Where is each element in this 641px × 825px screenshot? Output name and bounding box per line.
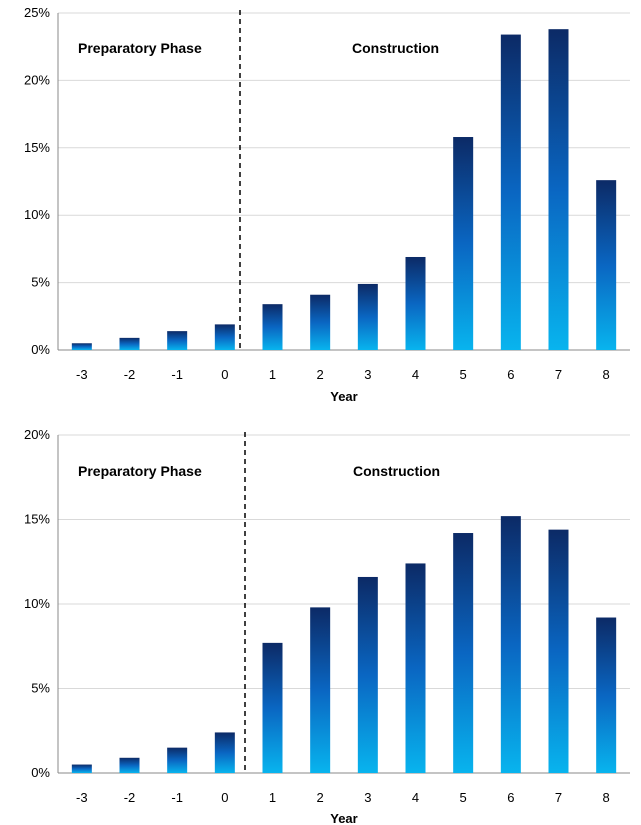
y-tick-label: 10% xyxy=(24,207,50,222)
x-tick-label: 1 xyxy=(269,367,276,382)
y-tick-label: 5% xyxy=(31,681,50,696)
chart-top: 0% 5% 10% 15% 20% 25% -3 -2 -1 0 1 2 3 4 5 6 7 8 Preparato… xyxy=(24,5,630,404)
bar xyxy=(500,516,521,773)
x-tick-label: 6 xyxy=(507,790,514,805)
bar xyxy=(596,617,617,773)
x-tick-label: -1 xyxy=(171,790,183,805)
construction-label: Construction xyxy=(353,463,440,479)
bar xyxy=(310,294,331,350)
x-tick-label: 7 xyxy=(555,790,562,805)
x-tick-label: 3 xyxy=(364,790,371,805)
bar xyxy=(167,331,188,350)
bar xyxy=(357,576,378,773)
bar xyxy=(262,642,283,773)
x-tick-label: 5 xyxy=(460,790,467,805)
bar xyxy=(453,533,474,773)
bar xyxy=(167,747,188,773)
bar xyxy=(119,337,140,350)
chart-bottom: 0% 5% 10% 15% 20% -3 -2 -1 0 1 2 3 4 5 6 7 8 Preparatory … xyxy=(24,427,630,825)
x-axis-title: Year xyxy=(330,811,357,825)
x-tick-label: 4 xyxy=(412,790,419,805)
x-tick-label: 6 xyxy=(507,367,514,382)
bar xyxy=(453,137,474,350)
x-tick-label: 2 xyxy=(317,790,324,805)
x-axis-title: Year xyxy=(330,389,357,404)
x-tick-label: 8 xyxy=(603,790,610,805)
bar xyxy=(214,324,235,350)
x-tick-label: 2 xyxy=(317,367,324,382)
x-tick-label: -2 xyxy=(124,367,136,382)
x-tick-label: -3 xyxy=(76,790,88,805)
x-tick-label: 5 xyxy=(460,367,467,382)
preparatory-phase-label: Preparatory Phase xyxy=(78,463,202,479)
bar xyxy=(71,343,92,350)
bar xyxy=(405,256,426,350)
x-tick-label: -2 xyxy=(124,790,136,805)
x-tick-label: 1 xyxy=(269,790,276,805)
y-tick-label: 20% xyxy=(24,427,50,442)
bar xyxy=(310,607,331,773)
bar xyxy=(262,304,283,350)
y-tick-label: 20% xyxy=(24,72,50,87)
bar xyxy=(214,732,235,773)
x-tick-label: 8 xyxy=(603,367,610,382)
x-tick-label: -3 xyxy=(76,367,88,382)
x-tick-label: 0 xyxy=(221,367,228,382)
x-tick-label: 7 xyxy=(555,367,562,382)
y-tick-label: 15% xyxy=(24,140,50,155)
y-tick-label: 10% xyxy=(24,596,50,611)
y-tick-label: 0% xyxy=(31,342,50,357)
bar xyxy=(71,764,92,773)
bar xyxy=(596,180,617,350)
preparatory-phase-label: Preparatory Phase xyxy=(78,40,202,56)
y-tick-label: 15% xyxy=(24,512,50,527)
bar xyxy=(357,283,378,350)
bar xyxy=(405,563,426,773)
y-tick-label: 25% xyxy=(24,5,50,20)
x-tick-label: -1 xyxy=(171,367,183,382)
x-tick-label: 3 xyxy=(364,367,371,382)
y-tick-label: 0% xyxy=(31,765,50,780)
x-tick-label: 0 xyxy=(221,790,228,805)
y-tick-label: 5% xyxy=(31,275,50,290)
bar xyxy=(119,757,140,773)
bar xyxy=(548,529,569,773)
x-tick-label: 4 xyxy=(412,367,419,382)
bar xyxy=(548,29,569,351)
bar xyxy=(500,34,521,351)
construction-label: Construction xyxy=(352,40,439,56)
